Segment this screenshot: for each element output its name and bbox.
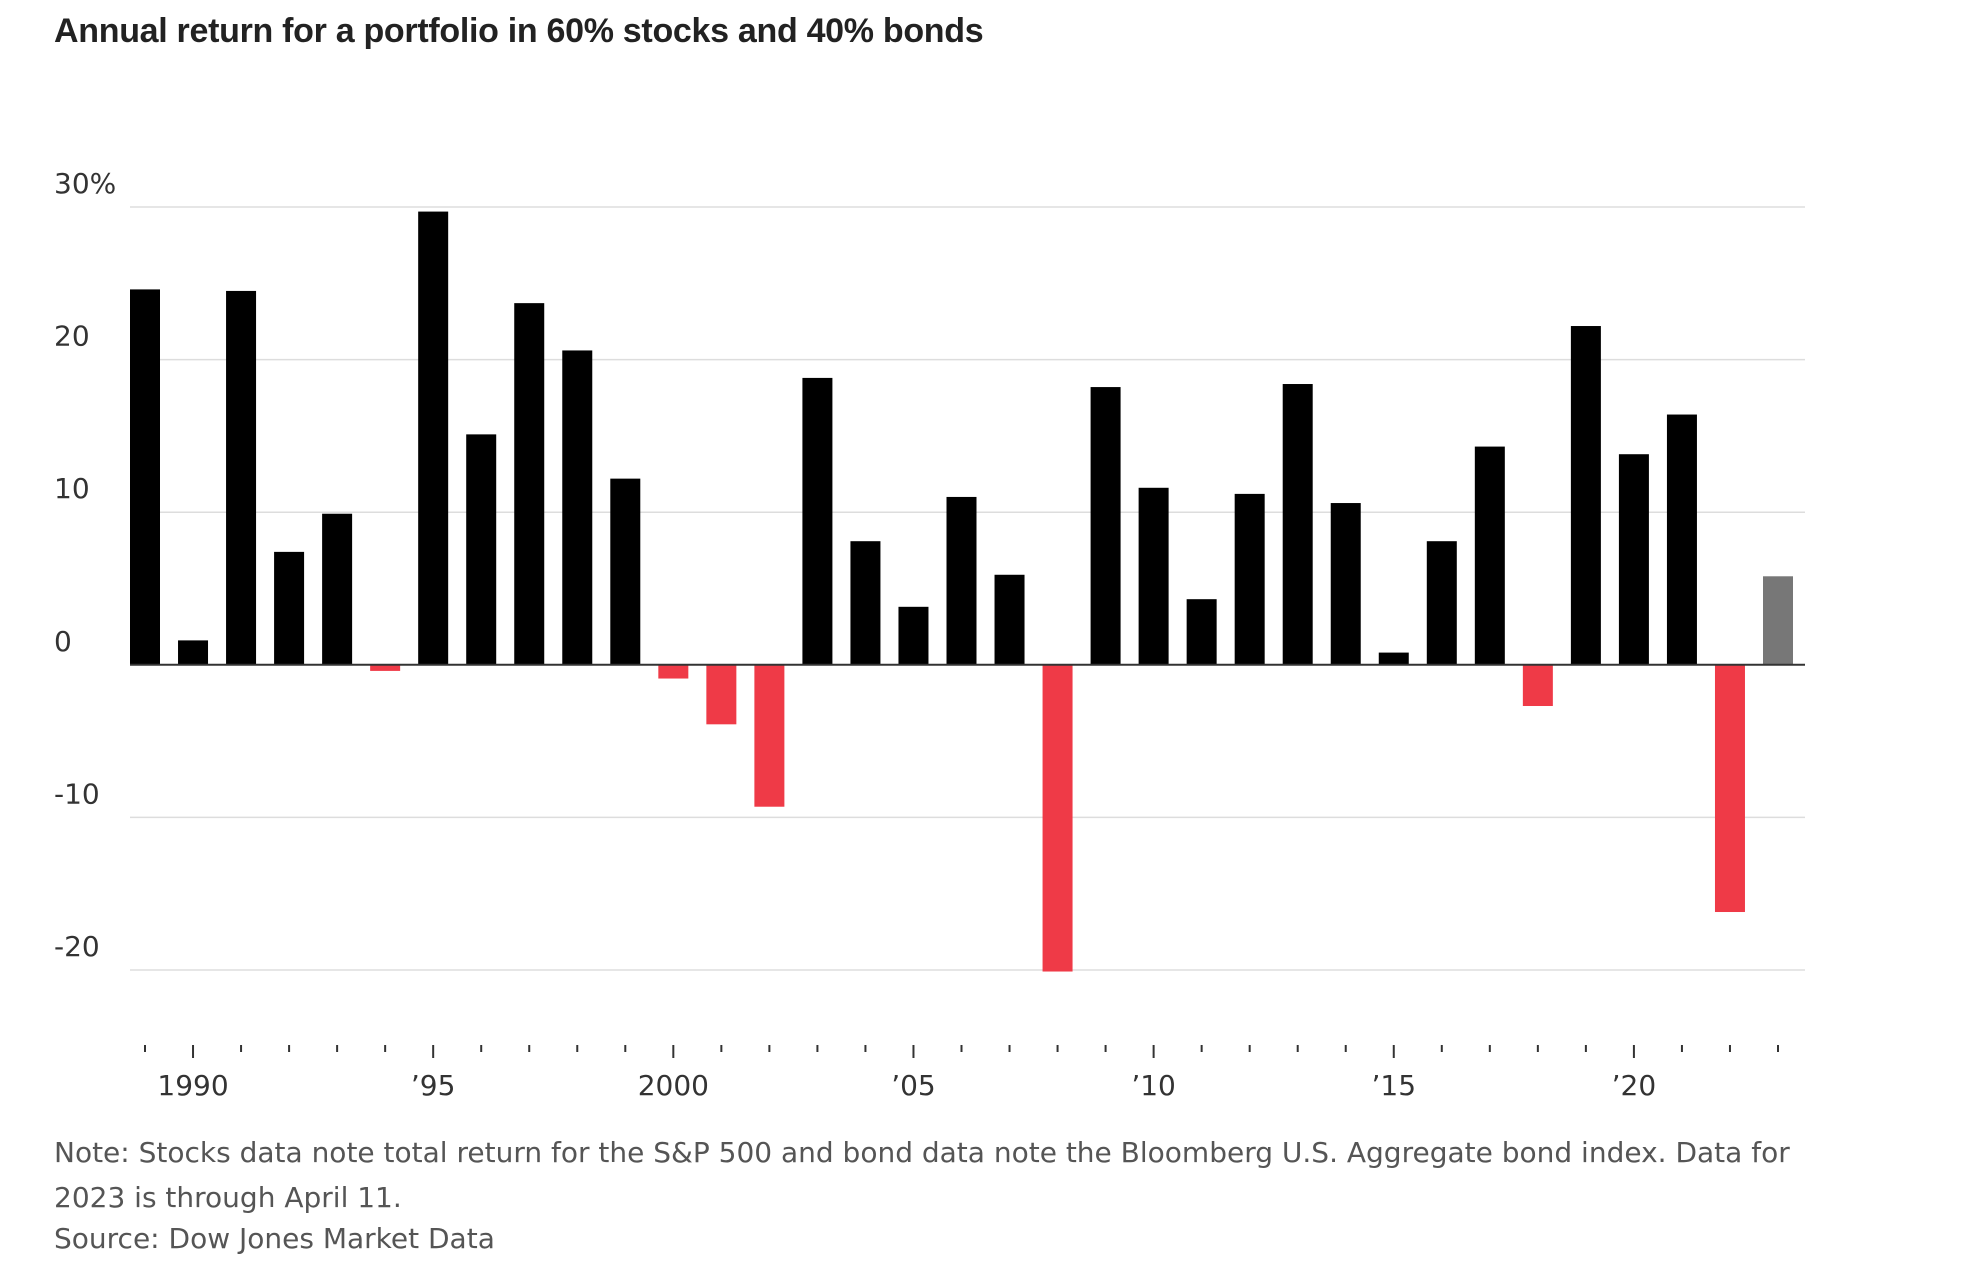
- bar-2018: [1522, 664, 1553, 707]
- y-tick-label: 10: [54, 472, 90, 505]
- x-tick-label: ’05: [891, 1069, 936, 1102]
- x-tick-label: 1990: [157, 1069, 228, 1102]
- bar-2019: [1570, 326, 1601, 665]
- bar-2021: [1666, 414, 1697, 665]
- x-tick-label: ’15: [1371, 1069, 1416, 1102]
- bar-1999: [610, 478, 641, 665]
- chart-source: Source: Dow Jones Market Data: [54, 1222, 495, 1255]
- bar-2010: [1138, 487, 1169, 665]
- bar-1989: [130, 289, 160, 665]
- bar-2000: [658, 664, 689, 679]
- bar-2013: [1282, 384, 1313, 665]
- bar-1997: [514, 303, 545, 665]
- bar-2004: [850, 541, 881, 665]
- chart-note: Note: Stocks data note total return for …: [54, 1136, 1790, 1214]
- bar-1995: [418, 211, 449, 665]
- bar-1990: [178, 640, 209, 665]
- bars: [130, 211, 1793, 972]
- bar-1994: [370, 664, 401, 671]
- bar-1992: [274, 551, 305, 665]
- bar-2005: [898, 606, 929, 665]
- bar-2001: [706, 664, 737, 725]
- bar-2009: [1090, 387, 1121, 665]
- x-tick-label: ’95: [411, 1069, 456, 1102]
- bar-2017: [1474, 446, 1505, 665]
- y-tick-label: -20: [54, 930, 100, 963]
- y-tick-label: 0: [54, 625, 72, 658]
- bar-2023: [1763, 576, 1793, 665]
- bar-2006: [946, 496, 977, 665]
- bar-1998: [562, 350, 593, 665]
- x-tick-label: ’20: [1612, 1069, 1657, 1102]
- bar-2011: [1186, 599, 1217, 665]
- y-axis-labels: 30% 20 10 0 -10 -20: [54, 167, 116, 963]
- chart-title: Annual return for a portfolio in 60% sto…: [54, 12, 984, 50]
- bar-2014: [1330, 503, 1361, 665]
- bar-2012: [1234, 493, 1265, 665]
- bar-2003: [802, 377, 833, 665]
- bar-2002: [754, 664, 785, 807]
- bar-2020: [1618, 454, 1649, 665]
- bar-2007: [994, 574, 1025, 665]
- bar-2008: [1042, 664, 1073, 972]
- x-tick-label: ’10: [1131, 1069, 1176, 1102]
- y-tick-label: 30%: [54, 167, 116, 200]
- bar-1993: [322, 513, 353, 665]
- bar-1991: [226, 290, 257, 665]
- x-tick-label: 2000: [638, 1069, 709, 1102]
- bar-2016: [1426, 541, 1457, 665]
- y-tick-label: 20: [54, 320, 90, 353]
- bar-1996: [466, 434, 497, 665]
- x-axis: 1990 ’95 2000 ’05 ’10 ’15 ’20: [144, 1045, 1779, 1102]
- bar-2015: [1378, 652, 1409, 665]
- bar-2022: [1714, 664, 1745, 913]
- y-tick-label: -10: [54, 777, 100, 810]
